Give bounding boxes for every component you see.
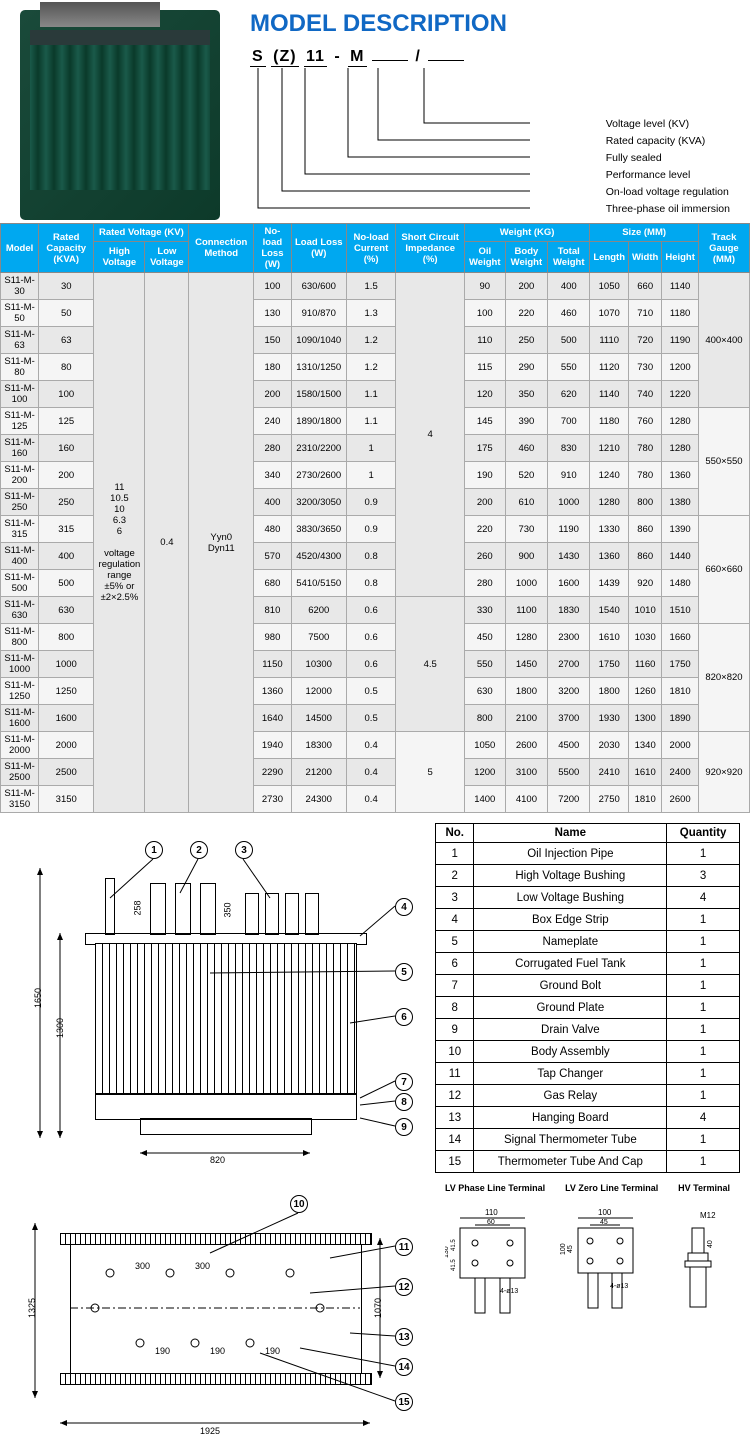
th-lv: Low Voltage [145,242,189,273]
dim-1650: 1650 [33,988,43,1008]
code-box2 [428,60,464,61]
th-oil: Oil Weight [464,242,505,273]
parts-row: 5Nameplate1 [436,931,740,953]
table-row: S11-M-303011 10.5 10 6.3 6 voltage regul… [1,273,750,300]
parts-row: 1Oil Injection Pipe1 [436,843,740,865]
dim-190c: 190 [265,1346,280,1356]
dim-350: 350 [223,902,233,917]
dim-1300: 1300 [55,1018,65,1038]
dim-258: 258 [133,900,143,915]
lbl-lv-zero: LV Zero Line Terminal [565,1183,658,1193]
svg-text:41.5: 41.5 [451,1259,457,1271]
svg-text:41.5: 41.5 [451,1239,457,1251]
svg-text:4-ø13: 4-ø13 [610,1283,628,1290]
technical-drawing-top: 10 11 12 13 14 15 1325 1070 1925 300 300 [10,1183,420,1443]
code-z: (Z) [271,48,298,67]
th-nl-current: No-load Current (%) [346,224,396,273]
dim-1070: 1070 [373,1298,383,1318]
parts-row: 8Ground Plate1 [436,997,740,1019]
th-height: Height [662,242,699,273]
svg-text:4-ø13: 4-ø13 [500,1288,518,1295]
lv-zero-terminal: 100 45 100 45 4-ø13 [560,1203,650,1343]
legend-voltage-level: Voltage level (KV) [606,116,730,133]
dim-820: 820 [210,1155,225,1165]
model-code: S (Z) 11 - M / [250,48,730,67]
spec-table: Model Rated Capacity (KVA) Rated Voltage… [0,223,750,813]
legend-three-phase: Three-phase oil immersion [606,201,730,218]
th-parts-no: No. [436,824,474,843]
lbl-hv: HV Terminal [678,1183,730,1193]
legend-performance: Performance level [606,167,730,184]
code-slash: / [413,48,422,66]
th-parts-name: Name [474,824,667,843]
dim-300b: 300 [195,1261,210,1271]
parts-row: 15Thermometer Tube And Cap1 [436,1151,740,1173]
hv-terminal: M12 40 [670,1203,730,1343]
th-hv: High Voltage [94,242,145,273]
th-load-loss: Load Loss (W) [291,224,346,273]
lv-phase-terminal: 110 60 130 41.5 41.5 4-ø13 [445,1203,540,1343]
th-parts-qty: Quantity [667,824,740,843]
svg-text:60: 60 [487,1219,495,1226]
svg-text:M12: M12 [700,1211,716,1220]
th-capacity: Rated Capacity (KVA) [39,224,94,273]
parts-row: 3Low Voltage Bushing4 [436,887,740,909]
parts-row: 10Body Assembly1 [436,1041,740,1063]
svg-text:100: 100 [598,1208,612,1217]
parts-row: 6Corrugated Fuel Tank1 [436,953,740,975]
th-nl-loss: No-load Loss (W) [254,224,292,273]
legend-fully-sealed: Fully sealed [606,150,730,167]
parts-row: 11Tap Changer1 [436,1063,740,1085]
parts-row: 14Signal Thermometer Tube1 [436,1129,740,1151]
code-dash: - [332,48,342,66]
parts-row: 2High Voltage Bushing3 [436,865,740,887]
parts-row: 12Gas Relay1 [436,1085,740,1107]
parts-row: 13Hanging Board4 [436,1107,740,1129]
parts-row: 9Drain Valve1 [436,1019,740,1041]
code-s: S [250,48,266,67]
th-body: Body Weight [505,242,547,273]
svg-text:130: 130 [445,1246,450,1258]
parts-row: 4Box Edge Strip1 [436,909,740,931]
dim-300a: 300 [135,1261,150,1271]
th-length: Length [590,242,629,273]
th-model: Model [1,224,39,273]
dim-1325: 1325 [27,1298,37,1318]
product-photo [20,10,220,220]
svg-text:110: 110 [485,1208,498,1217]
th-short-circuit: Short Circuit Impedance (%) [396,224,464,273]
svg-text:40: 40 [707,1240,714,1248]
svg-text:45: 45 [600,1219,608,1226]
dim-1925: 1925 [200,1426,220,1436]
section-title: MODEL DESCRIPTION [250,10,730,38]
svg-text:45: 45 [567,1245,574,1253]
terminal-diagrams: LV Phase Line Terminal LV Zero Line Term… [435,1183,740,1443]
th-voltage: Rated Voltage (KV) [94,224,189,242]
parts-row: 7Ground Bolt1 [436,975,740,997]
technical-drawing-side: 1 2 3 4 5 6 7 8 9 1650 1300 820 258 350 [10,823,420,1173]
model-code-diagram: S (Z) 11 - M / Voltage level (KV) Rated … [250,48,730,223]
th-connection: Connection Method [189,224,254,273]
code-11: 11 [304,48,327,67]
legend-rated-capacity: Rated capacity (KVA) [606,133,730,150]
parts-table: No. Name Quantity 1Oil Injection Pipe12H… [435,823,740,1173]
code-box1 [372,60,408,61]
dim-190a: 190 [155,1346,170,1356]
svg-text:100: 100 [560,1243,567,1255]
lbl-lv-phase: LV Phase Line Terminal [445,1183,545,1193]
th-total: Total Weight [548,242,590,273]
dim-190b: 190 [210,1346,225,1356]
th-track: Track Gauge (MM) [698,224,749,273]
code-m: M [348,48,366,67]
legend-onload: On-load voltage regulation [606,184,730,201]
th-width: Width [629,242,662,273]
